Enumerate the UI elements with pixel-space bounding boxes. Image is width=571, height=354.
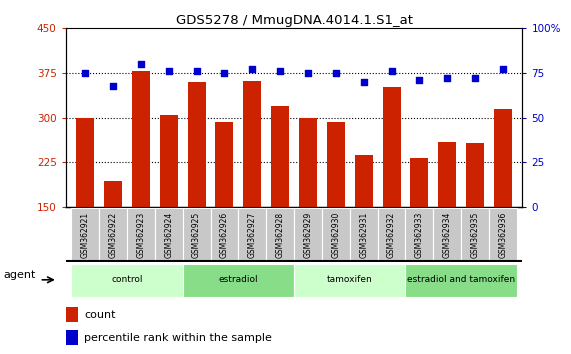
Text: GSM362935: GSM362935 — [471, 211, 480, 258]
Bar — [132, 71, 150, 207]
Bar — [383, 87, 401, 207]
Point — [220, 70, 229, 76]
FancyBboxPatch shape — [211, 208, 238, 261]
Title: GDS5278 / MmugDNA.4014.1.S1_at: GDS5278 / MmugDNA.4014.1.S1_at — [175, 14, 413, 27]
Point — [81, 70, 90, 76]
Point — [192, 68, 201, 74]
Text: GSM362921: GSM362921 — [81, 211, 90, 258]
Text: tamoxifen: tamoxifen — [327, 275, 373, 284]
Text: GSM362926: GSM362926 — [220, 211, 229, 258]
Text: GSM362930: GSM362930 — [331, 211, 340, 258]
Bar — [243, 81, 262, 207]
FancyBboxPatch shape — [238, 208, 266, 261]
Point — [443, 75, 452, 81]
Text: GSM362922: GSM362922 — [108, 211, 118, 258]
FancyBboxPatch shape — [350, 208, 377, 261]
Point — [387, 68, 396, 74]
Text: GSM362925: GSM362925 — [192, 211, 201, 258]
Bar — [66, 307, 78, 322]
FancyBboxPatch shape — [183, 264, 294, 297]
Point — [303, 70, 312, 76]
Point — [248, 67, 257, 72]
Text: GSM362929: GSM362929 — [304, 211, 312, 258]
Bar — [355, 155, 373, 207]
Text: GSM362934: GSM362934 — [443, 211, 452, 258]
Bar — [104, 182, 122, 207]
FancyBboxPatch shape — [377, 208, 405, 261]
Text: GSM362923: GSM362923 — [136, 211, 146, 258]
FancyBboxPatch shape — [489, 208, 517, 261]
Text: estradiol: estradiol — [219, 275, 258, 284]
Bar — [76, 118, 94, 207]
Bar — [327, 122, 345, 207]
Text: GSM362931: GSM362931 — [359, 211, 368, 258]
Bar — [66, 330, 78, 345]
Point — [498, 67, 508, 72]
Point — [331, 70, 340, 76]
FancyBboxPatch shape — [99, 208, 127, 261]
Bar — [160, 115, 178, 207]
Point — [359, 79, 368, 85]
Bar — [299, 118, 317, 207]
FancyBboxPatch shape — [405, 208, 433, 261]
Text: percentile rank within the sample: percentile rank within the sample — [84, 333, 272, 343]
FancyBboxPatch shape — [294, 208, 322, 261]
Bar — [271, 106, 289, 207]
FancyBboxPatch shape — [461, 208, 489, 261]
FancyBboxPatch shape — [183, 208, 211, 261]
FancyBboxPatch shape — [433, 208, 461, 261]
Bar — [215, 122, 234, 207]
FancyBboxPatch shape — [71, 264, 183, 297]
Text: control: control — [111, 275, 143, 284]
Point — [471, 75, 480, 81]
FancyBboxPatch shape — [127, 208, 155, 261]
Point — [136, 61, 146, 67]
Point — [415, 77, 424, 83]
Text: agent: agent — [3, 270, 35, 280]
FancyBboxPatch shape — [322, 208, 350, 261]
FancyBboxPatch shape — [294, 264, 405, 297]
Point — [164, 68, 173, 74]
Text: GSM362936: GSM362936 — [498, 211, 508, 258]
Point — [108, 83, 118, 88]
Text: GSM362928: GSM362928 — [276, 211, 284, 258]
FancyBboxPatch shape — [155, 208, 183, 261]
Bar — [494, 109, 512, 207]
Point — [276, 68, 285, 74]
Text: GSM362927: GSM362927 — [248, 211, 257, 258]
Text: count: count — [84, 310, 115, 320]
Bar — [438, 142, 456, 207]
FancyBboxPatch shape — [71, 208, 99, 261]
Text: estradiol and tamoxifen: estradiol and tamoxifen — [407, 275, 515, 284]
Text: GSM362924: GSM362924 — [164, 211, 173, 258]
Bar — [466, 143, 484, 207]
Bar — [411, 158, 428, 207]
FancyBboxPatch shape — [405, 264, 517, 297]
Text: GSM362932: GSM362932 — [387, 211, 396, 258]
Text: GSM362933: GSM362933 — [415, 211, 424, 258]
Bar — [187, 82, 206, 207]
FancyBboxPatch shape — [266, 208, 294, 261]
